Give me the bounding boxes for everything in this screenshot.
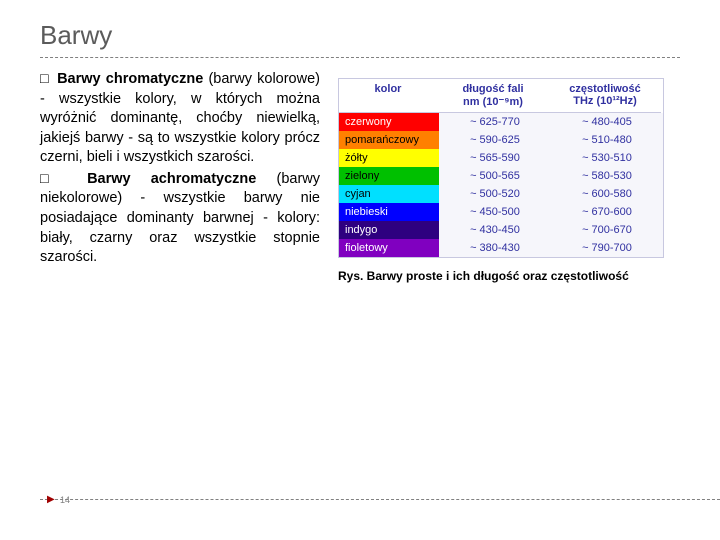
frequency-cell: ~ 700-670 bbox=[551, 221, 663, 239]
frequency-cell: ~ 530-510 bbox=[551, 149, 663, 167]
nav-arrow-icon: ▶ bbox=[47, 494, 55, 505]
figure-caption: Rys. Barwy proste i ich długość oraz czę… bbox=[338, 268, 680, 284]
frequency-cell: ~ 600-580 bbox=[551, 185, 663, 203]
color-name-cell: cyjan bbox=[339, 185, 439, 203]
table-row: czerwony~ 625-770~ 480-405 bbox=[339, 113, 663, 131]
table-row: fioletowy~ 380-430~ 790-700 bbox=[339, 239, 663, 257]
table-row: niebieski~ 450-500~ 670-600 bbox=[339, 203, 663, 221]
chart-column: kolor długość fali nm (10⁻⁹m) częstotliw… bbox=[338, 70, 680, 284]
bullet-2: □ Barwy achromatyczne (barwy niekolorowe… bbox=[40, 170, 320, 268]
wavelength-cell: ~ 430-450 bbox=[439, 221, 551, 239]
color-name-cell: niebieski bbox=[339, 203, 439, 221]
table-row: indygo~ 430-450~ 700-670 bbox=[339, 221, 663, 239]
color-name-cell: indygo bbox=[339, 221, 439, 239]
table-header: kolor długość fali nm (10⁻⁹m) częstotliw… bbox=[339, 79, 663, 113]
header-wavelength: długość fali nm (10⁻⁹m) bbox=[437, 79, 549, 113]
bottom-divider bbox=[40, 499, 720, 500]
wavelength-cell: ~ 590-625 bbox=[439, 131, 551, 149]
wavelength-cell: ~ 565-590 bbox=[439, 149, 551, 167]
frequency-cell: ~ 510-480 bbox=[551, 131, 663, 149]
color-name-cell: pomarańczowy bbox=[339, 131, 439, 149]
text-column: □ Barwy chromatyczne (barwy kolorowe) - … bbox=[40, 70, 320, 284]
table-row: cyjan~ 500-520~ 600-580 bbox=[339, 185, 663, 203]
bullet-1: □ Barwy chromatyczne (barwy kolorowe) - … bbox=[40, 70, 320, 168]
color-name-cell: żółty bbox=[339, 149, 439, 167]
title-divider bbox=[40, 57, 680, 58]
page-number: 14 bbox=[60, 495, 70, 505]
frequency-cell: ~ 670-600 bbox=[551, 203, 663, 221]
wavelength-cell: ~ 450-500 bbox=[439, 203, 551, 221]
bullet-bold: Barwy achromatyczne bbox=[87, 171, 256, 187]
frequency-cell: ~ 790-700 bbox=[551, 239, 663, 257]
color-table: kolor długość fali nm (10⁻⁹m) częstotliw… bbox=[338, 78, 664, 258]
header-name: kolor bbox=[339, 79, 437, 113]
table-row: żółty~ 565-590~ 530-510 bbox=[339, 149, 663, 167]
color-name-cell: zielony bbox=[339, 167, 439, 185]
header-frequency: częstotliwość THz (10¹²Hz) bbox=[549, 79, 661, 113]
wavelength-cell: ~ 500-565 bbox=[439, 167, 551, 185]
wavelength-cell: ~ 380-430 bbox=[439, 239, 551, 257]
color-name-cell: fioletowy bbox=[339, 239, 439, 257]
bullet-bold: Barwy chromatyczne bbox=[57, 71, 203, 87]
slide-title: Barwy bbox=[40, 20, 680, 51]
bullet-icon: □ bbox=[40, 71, 55, 87]
wavelength-cell: ~ 625-770 bbox=[439, 113, 551, 131]
color-name-cell: czerwony bbox=[339, 113, 439, 131]
frequency-cell: ~ 580-530 bbox=[551, 167, 663, 185]
frequency-cell: ~ 480-405 bbox=[551, 113, 663, 131]
table-row: pomarańczowy~ 590-625~ 510-480 bbox=[339, 131, 663, 149]
wavelength-cell: ~ 500-520 bbox=[439, 185, 551, 203]
bullet-icon: □ bbox=[40, 171, 85, 187]
table-row: zielony~ 500-565~ 580-530 bbox=[339, 167, 663, 185]
